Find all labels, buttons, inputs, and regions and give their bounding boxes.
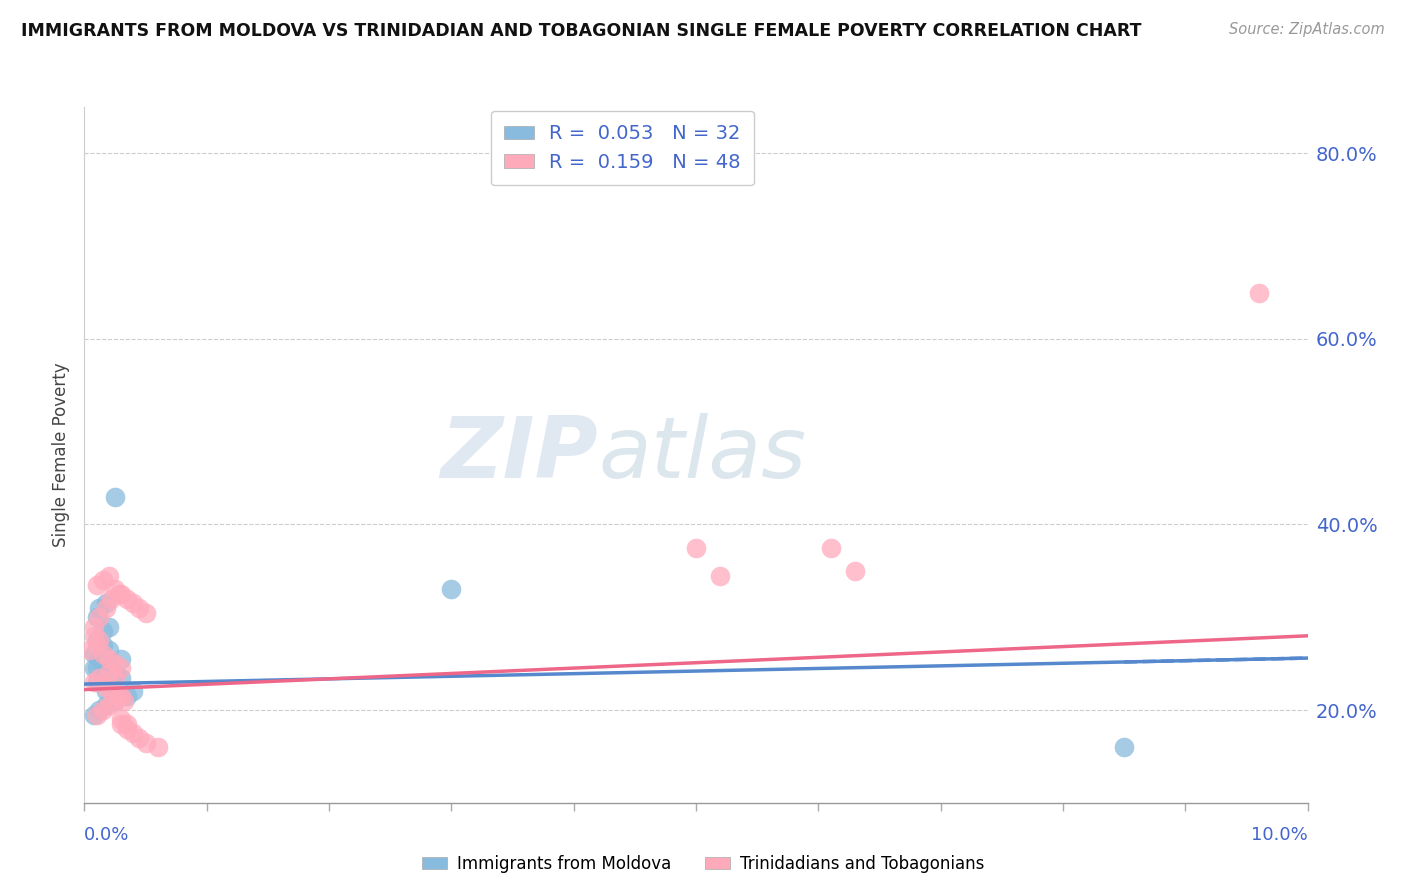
- Point: [100, 591, 122, 606]
- Point: [86, 638, 108, 652]
- Point: [122, 726, 145, 740]
- Text: IMMIGRANTS FROM MOLDOVA VS TRINIDADIAN AND TOBAGONIAN SINGLE FEMALE POVERTY CORR: IMMIGRANTS FROM MOLDOVA VS TRINIDADIAN A…: [21, 22, 1142, 40]
- Point: [96, 601, 118, 615]
- Point: [91, 648, 114, 662]
- Point: [91, 638, 114, 652]
- Point: [91, 703, 114, 717]
- Point: [83, 675, 105, 690]
- Point: [122, 684, 145, 698]
- Point: [122, 596, 145, 610]
- Point: [87, 633, 110, 648]
- Point: [86, 633, 108, 648]
- Point: [87, 601, 110, 615]
- Point: [104, 665, 127, 680]
- Point: [97, 568, 120, 582]
- Legend: R =  0.053   N = 32, R =  0.159   N = 48: R = 0.053 N = 32, R = 0.159 N = 48: [491, 111, 754, 186]
- Point: [83, 648, 105, 662]
- Point: [100, 684, 122, 698]
- Point: [104, 582, 127, 597]
- Point: [115, 689, 138, 703]
- Point: [110, 689, 132, 703]
- Point: [100, 680, 122, 694]
- Point: [96, 684, 118, 698]
- Point: [96, 596, 118, 610]
- Text: 0.0%: 0.0%: [84, 826, 129, 844]
- Point: [110, 587, 132, 601]
- Point: [685, 541, 707, 555]
- Point: [87, 703, 110, 717]
- Point: [83, 619, 105, 633]
- Point: [104, 671, 127, 685]
- Point: [97, 698, 120, 713]
- Point: [820, 541, 842, 555]
- Point: [87, 610, 110, 624]
- Point: [91, 671, 114, 685]
- Point: [112, 694, 135, 708]
- Point: [104, 665, 127, 680]
- Point: [86, 578, 108, 592]
- Point: [110, 712, 132, 726]
- Point: [107, 587, 129, 601]
- Y-axis label: Single Female Poverty: Single Female Poverty: [52, 363, 70, 547]
- Point: [107, 689, 129, 703]
- Point: [83, 629, 105, 643]
- Point: [86, 661, 108, 675]
- Point: [128, 601, 150, 615]
- Point: [97, 661, 120, 675]
- Point: [97, 642, 120, 657]
- Point: [86, 610, 108, 624]
- Point: [440, 582, 463, 597]
- Text: ZIP: ZIP: [440, 413, 598, 497]
- Point: [87, 671, 110, 685]
- Point: [97, 652, 120, 666]
- Point: [1114, 740, 1136, 755]
- Point: [709, 568, 731, 582]
- Point: [110, 652, 132, 666]
- Point: [97, 619, 120, 633]
- Point: [115, 717, 138, 731]
- Point: [97, 665, 120, 680]
- Point: [104, 694, 127, 708]
- Text: atlas: atlas: [598, 413, 806, 497]
- Legend: Immigrants from Moldova, Trinidadians and Tobagonians: Immigrants from Moldova, Trinidadians an…: [415, 848, 991, 880]
- Point: [79, 642, 101, 657]
- Point: [135, 606, 157, 620]
- Point: [110, 689, 132, 703]
- Point: [844, 564, 866, 578]
- Point: [110, 671, 132, 685]
- Point: [96, 698, 118, 713]
- Point: [91, 657, 114, 671]
- Text: Source: ZipAtlas.com: Source: ZipAtlas.com: [1229, 22, 1385, 37]
- Point: [128, 731, 150, 745]
- Point: [86, 675, 108, 690]
- Point: [83, 707, 105, 722]
- Point: [115, 722, 138, 736]
- Point: [104, 694, 127, 708]
- Point: [115, 591, 138, 606]
- Point: [146, 740, 169, 755]
- Point: [110, 717, 132, 731]
- Point: [104, 490, 127, 504]
- Point: [87, 652, 110, 666]
- Point: [86, 707, 108, 722]
- Point: [1247, 285, 1270, 300]
- Point: [83, 661, 105, 675]
- Point: [110, 661, 132, 675]
- Point: [96, 680, 118, 694]
- Point: [91, 573, 114, 587]
- Point: [135, 735, 157, 749]
- Text: 10.0%: 10.0%: [1251, 826, 1308, 844]
- Point: [91, 624, 114, 639]
- Point: [104, 657, 127, 671]
